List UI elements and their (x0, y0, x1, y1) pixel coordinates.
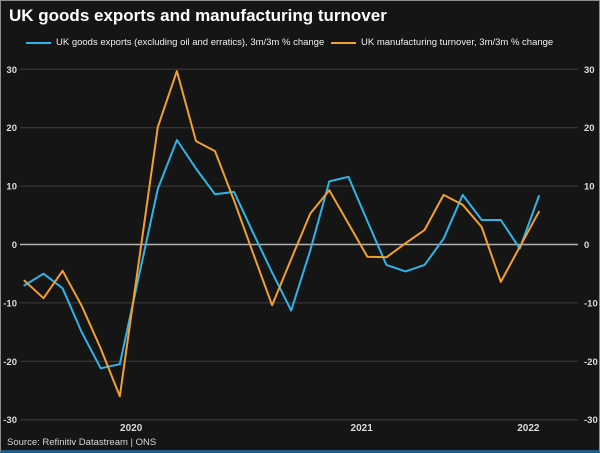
y-axis-label-right: 0 (584, 240, 589, 251)
turnover-line (23, 70, 540, 398)
x-axis-label-2021: 2021 (351, 423, 374, 434)
legend-item-turnover: UK manufacturing turnover, 3m/3m % chang… (331, 37, 553, 48)
y-axis-label-right: 10 (584, 182, 595, 193)
y-axis-label-right: -30 (584, 415, 598, 426)
y-axis-label-right: 20 (584, 123, 595, 134)
y-axis-label-right: -10 (584, 298, 598, 309)
legend-label-exports: UK goods exports (excluding oil and erra… (56, 37, 325, 48)
exports-line-swatch (26, 41, 51, 44)
y-axis-label-right: -20 (584, 357, 598, 368)
source-note: Source: Refinitiv Datastream | ONS (7, 437, 157, 448)
y-axis-label-left: -30 (3, 415, 17, 426)
y-axis-label-left: 0 (12, 240, 17, 251)
turnover-line-swatch (331, 41, 356, 44)
y-axis-label-left: 10 (6, 182, 17, 193)
legend: UK goods exports (excluding oil and erra… (1, 37, 599, 53)
chart-title: UK goods exports and manufacturing turno… (9, 6, 387, 25)
legend-item-exports: UK goods exports (excluding oil and erra… (26, 37, 324, 48)
y-axis-label-left: 30 (6, 65, 17, 76)
y-axis-label-left: -10 (3, 298, 17, 309)
x-axis-label-2022: 2022 (517, 423, 540, 434)
x-axis-label-2020: 2020 (120, 423, 143, 434)
y-axis-label-left: 20 (6, 123, 17, 134)
y-axis-label-left: -20 (3, 357, 17, 368)
y-axis-label-right: 30 (584, 65, 595, 76)
exports-line (23, 139, 540, 370)
legend-label-turnover: UK manufacturing turnover, 3m/3m % chang… (361, 37, 554, 48)
